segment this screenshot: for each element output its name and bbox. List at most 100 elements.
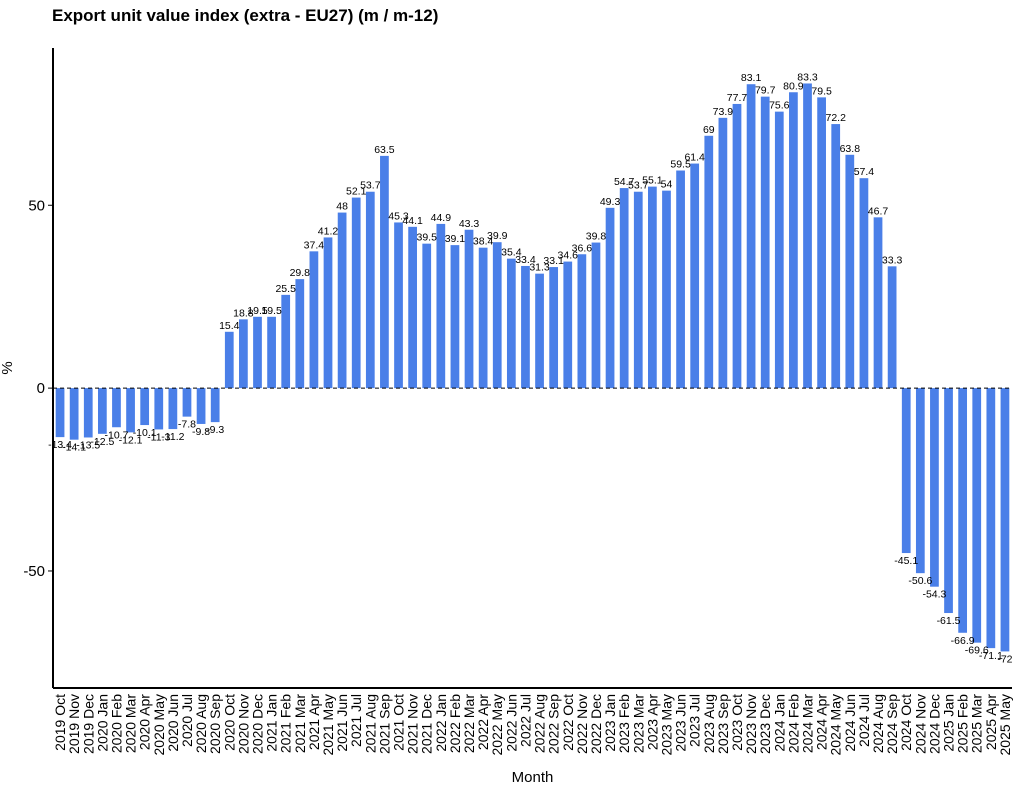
x-tick-label: 2019 Oct	[52, 694, 68, 751]
bar-2020-sep	[210, 388, 220, 423]
bar-2024-jun	[845, 154, 855, 389]
x-tick-label: 2023 Oct	[729, 694, 745, 751]
data-label: 33.1	[543, 255, 564, 267]
x-tick-label: 2020 Dec	[249, 694, 265, 754]
data-label: -9.3	[206, 424, 224, 436]
bar-2019-nov	[69, 388, 79, 440]
x-tick-label: 2022 Jul	[517, 694, 533, 747]
x-tick-label: 2025 Feb	[955, 694, 971, 753]
data-label: 33.3	[882, 254, 903, 266]
data-label: 25.5	[275, 283, 296, 295]
bar-2024-nov	[915, 388, 925, 574]
bar-2022-dec	[591, 242, 601, 389]
data-label: -13.4	[48, 439, 72, 451]
x-tick-label: 2020 Jun	[165, 694, 181, 752]
bar-2021-jun	[337, 212, 347, 389]
bar-2020-jun	[168, 388, 178, 430]
bar-2021-nov	[408, 226, 417, 389]
bar-2021-aug	[365, 191, 375, 389]
x-tick-label: 2024 Feb	[785, 694, 801, 753]
bar-2024-aug	[873, 217, 883, 389]
data-label: 59.5	[670, 159, 691, 171]
x-tick-label: 2024 Dec	[926, 694, 942, 754]
data-label: 55.1	[642, 175, 663, 187]
bar-2024-may	[831, 124, 841, 389]
data-label: -10.7	[104, 429, 128, 441]
bar-2022-may	[492, 242, 502, 389]
y-axis-title: %	[0, 361, 16, 374]
x-tick-label: 2021 Apr	[306, 694, 322, 750]
bar-2021-oct	[394, 222, 403, 389]
x-tick-label: 2021 Aug	[362, 694, 378, 753]
data-label: 73.9	[713, 106, 734, 118]
data-label: 19.5	[247, 305, 268, 317]
bar-2025-jan	[944, 388, 953, 614]
bar-2023-may	[662, 190, 671, 389]
x-tick-label: 2024 Aug	[870, 694, 886, 753]
data-label: 36.6	[572, 242, 593, 254]
data-label: 83.1	[741, 72, 762, 84]
bar-2023-feb	[619, 188, 629, 389]
x-tick-label: 2024 Apr	[814, 694, 830, 750]
bar-2023-nov	[746, 84, 756, 389]
bar-2022-jul	[521, 265, 530, 389]
data-label: 19.5	[261, 305, 282, 317]
data-label: 44.1	[402, 215, 423, 227]
y-tick-label: 0	[37, 380, 45, 397]
x-tick-label: 2021 May	[320, 694, 336, 755]
x-tick-label: 2022 Mar	[461, 694, 477, 753]
data-label: 57.4	[854, 166, 875, 178]
bar-2023-jul	[690, 163, 700, 389]
x-tick-label: 2023 Feb	[616, 694, 632, 753]
data-label: 29.8	[290, 267, 311, 279]
x-tick-label: 2020 Mar	[123, 694, 139, 753]
x-tick-label: 2024 Jun	[842, 694, 858, 752]
x-tick-label: 2023 Apr	[644, 694, 660, 750]
bar-2024-feb	[789, 92, 798, 389]
x-tick-label: 2023 Jan	[602, 694, 618, 752]
bar-2021-jul	[351, 197, 361, 389]
x-tick-label: 2022 Nov	[574, 694, 590, 754]
bar-2024-jul	[859, 178, 869, 389]
data-label: 83.3	[797, 71, 818, 83]
x-tick-label: 2023 Jun	[673, 694, 689, 752]
x-axis-title: Month	[512, 769, 554, 786]
data-label: -7.8	[178, 419, 196, 431]
data-label: -14.1	[62, 442, 86, 454]
data-label: 79.7	[755, 85, 776, 97]
x-tick-label: 2021 Jul	[348, 694, 364, 747]
bar-2021-sep	[380, 155, 389, 389]
bar-2023-jun	[676, 170, 685, 389]
x-tick-label: 2020 Jan	[94, 694, 110, 752]
data-label: 79.5	[811, 85, 832, 97]
data-label: 43.3	[459, 218, 480, 230]
bar-2022-jan	[436, 223, 446, 389]
x-tick-label: 2020 Aug	[193, 694, 209, 753]
x-tick-label: 2022 Oct	[560, 694, 576, 751]
data-label: -54.3	[922, 589, 946, 601]
data-label: 39.1	[445, 233, 466, 245]
data-label: 63.8	[840, 143, 861, 155]
bar-2020-nov	[239, 319, 248, 389]
bar-2024-oct	[901, 388, 911, 554]
x-tick-label: 2020 Sep	[207, 694, 223, 754]
bar-2022-nov	[577, 254, 587, 389]
x-tick-label: 2021 Jan	[264, 694, 280, 752]
data-label: 54.7	[614, 176, 635, 188]
chart-title: Export unit value index (extra - EU27) (…	[52, 6, 439, 25]
bar-2020-jul	[182, 388, 192, 417]
bar-2024-mar	[803, 83, 812, 389]
data-label: 61.4	[684, 152, 705, 164]
bar-2024-sep	[887, 266, 897, 389]
x-tick-label: 2025 Mar	[969, 694, 985, 753]
bar-2025-apr	[986, 388, 996, 649]
data-label: 45.3	[388, 210, 409, 222]
bar-2023-oct	[732, 103, 742, 389]
x-tick-label: 2020 Feb	[108, 694, 124, 753]
bar-2021-mar	[295, 279, 305, 389]
data-label: 15.4	[219, 320, 240, 332]
bar-2020-may	[154, 388, 164, 430]
bar-2023-jan	[605, 207, 615, 389]
